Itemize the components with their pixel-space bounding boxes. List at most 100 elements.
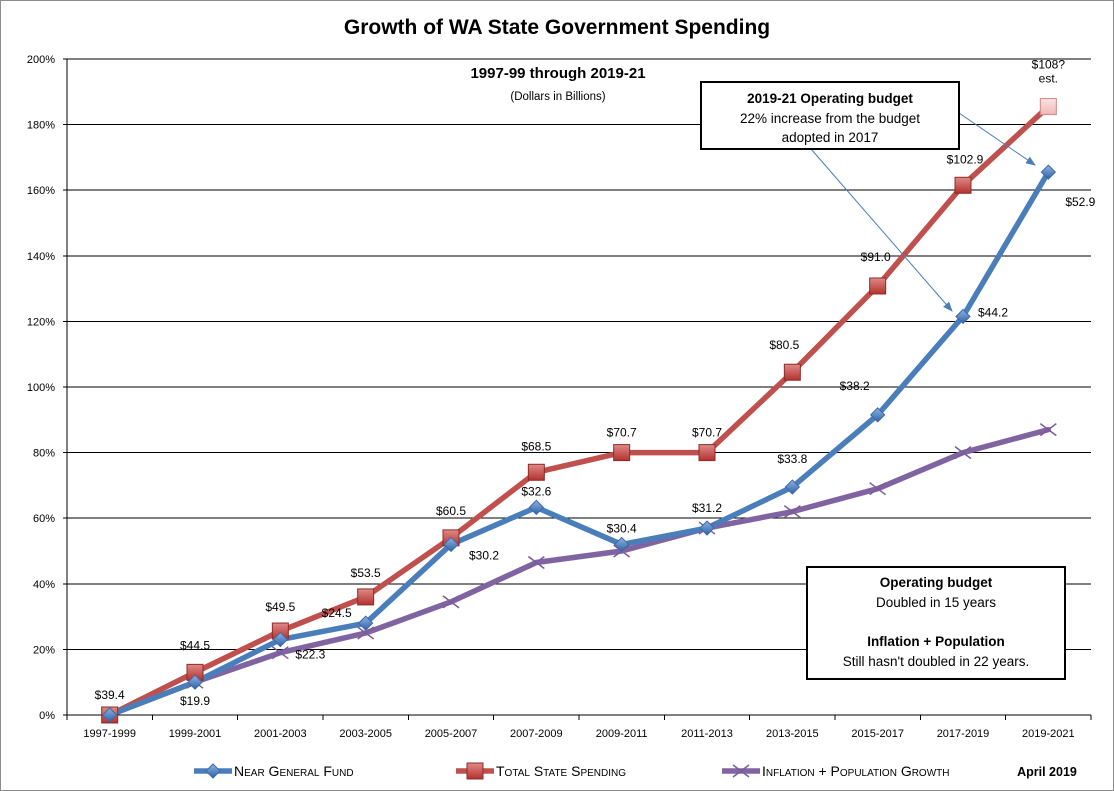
data-point xyxy=(101,707,118,723)
y-tick-label: 180% xyxy=(27,120,55,132)
x-tick-label: 2015-2017 xyxy=(851,728,904,740)
series-lines xyxy=(101,98,1057,724)
data-point xyxy=(869,277,887,295)
chart-subtitle: 1997-99 through 2019-21 xyxy=(470,65,645,82)
x-tick-label: 2003-2005 xyxy=(339,728,392,740)
x-tick-label: 2005-2007 xyxy=(425,728,478,740)
annotation-line: adopted in 2017 xyxy=(782,130,879,145)
data-label: $102.9 xyxy=(947,152,984,166)
chart-title: Growth of WA State Government Spending xyxy=(344,16,770,39)
data-label: $22.3 xyxy=(295,648,325,662)
data-point xyxy=(869,482,887,496)
annotation-line: Still hasn't doubled in 22 years. xyxy=(843,654,1029,669)
annotation-box xyxy=(806,566,1066,680)
annotation-line: 22% increase from the budget xyxy=(740,111,920,126)
y-tick-label: 160% xyxy=(27,185,55,197)
y-tick-label: 200% xyxy=(27,54,55,66)
x-tick-label: 2019-2021 xyxy=(1022,728,1075,740)
y-tick-label: 100% xyxy=(27,382,55,394)
data-point xyxy=(783,505,801,519)
legend-item: Inflation + Population Growth xyxy=(722,763,949,779)
data-point xyxy=(1039,98,1057,116)
data-point xyxy=(955,308,971,325)
data-point xyxy=(205,763,221,779)
data-point xyxy=(784,479,801,495)
data-label: $91.0 xyxy=(861,250,891,264)
data-label: $24.5 xyxy=(322,606,352,620)
annotation-2019-21: 2019-21 Operating budget 22% increase fr… xyxy=(700,81,1036,312)
data-point xyxy=(187,674,203,690)
data-point xyxy=(732,764,750,778)
data-label: $33.8 xyxy=(777,452,807,466)
data-label: $60.5 xyxy=(436,504,466,518)
data-label: $80.5 xyxy=(769,338,799,352)
annotation-title: Operating budget xyxy=(880,575,993,590)
y-axis: 0% 20% 40% 60% 80% 100% 120% 140% 160% 180% 200% xyxy=(27,54,68,722)
data-point xyxy=(443,536,459,553)
x-tick-label: 2011-2013 xyxy=(681,728,733,740)
y-tick-label: 80% xyxy=(33,448,55,460)
data-label: $68.5 xyxy=(521,439,551,453)
series-line xyxy=(106,103,1052,718)
data-label: $49.5 xyxy=(265,600,295,614)
data-point xyxy=(528,499,545,516)
x-tick-label: 2009-2011 xyxy=(596,728,648,740)
data-point xyxy=(954,176,972,194)
annotation-box xyxy=(700,81,960,150)
x-tick-label: 2007-2009 xyxy=(510,728,563,740)
data-label: $31.2 xyxy=(692,501,722,515)
data-label: $52.9 xyxy=(1065,195,1095,209)
annotation-arrow xyxy=(810,148,953,312)
data-point xyxy=(357,615,374,631)
data-label: est. xyxy=(1039,72,1058,86)
x-tick-label: 2017-2019 xyxy=(937,728,990,740)
data-point xyxy=(783,363,801,381)
y-tick-label: 0% xyxy=(39,710,55,722)
legend: Near General Fund Total State Spending Inf… xyxy=(194,762,949,780)
data-label: $38.2 xyxy=(840,379,870,393)
y-tick-label: 40% xyxy=(33,579,55,591)
annotation-title: Inflation + Population xyxy=(867,634,1005,649)
x-tick-label: 2001-2003 xyxy=(254,728,307,740)
x-tick-label: 1997-1999 xyxy=(83,728,136,740)
units-note: (Dollars in Billions) xyxy=(510,91,605,103)
data-point xyxy=(699,520,715,536)
data-point xyxy=(613,536,630,553)
date-note: April 2019 xyxy=(1017,765,1077,779)
data-point xyxy=(357,588,375,606)
data-label: $30.2 xyxy=(469,548,499,562)
annotation-doubled: Operating budget Doubled in 15 years Inf… xyxy=(806,566,1066,680)
x-axis: 1997-1999 1999-2001 2001-2003 2003-2005 2005… xyxy=(66,715,1092,740)
data-labels: $19.9 $22.3 $24.5 $30.2 $32.6 $30.4 $31.2 $33.8… xyxy=(95,58,1096,709)
annotation-arrow xyxy=(958,112,1036,166)
legend-label: Inflation + Population Growth xyxy=(762,763,949,779)
data-label: $53.5 xyxy=(351,566,381,580)
x-tick-label: 2013-2015 xyxy=(766,728,819,740)
data-point xyxy=(527,463,545,481)
data-label: $19.9 xyxy=(180,694,210,708)
data-point xyxy=(613,444,631,462)
y-tick-label: 20% xyxy=(33,644,55,656)
data-point xyxy=(1040,164,1057,180)
data-point xyxy=(271,646,289,660)
legend-item: Near General Fund xyxy=(194,763,354,779)
y-tick-label: 60% xyxy=(33,513,55,525)
data-label: $44.5 xyxy=(180,638,210,652)
data-point xyxy=(954,446,972,460)
data-point xyxy=(272,631,289,648)
x-tick-label: 1999-2001 xyxy=(169,728,222,740)
data-label: $32.6 xyxy=(521,484,551,498)
data-label: $30.4 xyxy=(607,521,637,535)
data-point xyxy=(466,762,484,780)
data-point xyxy=(698,444,716,462)
data-point xyxy=(527,555,545,570)
y-tick-label: 120% xyxy=(27,316,55,328)
data-label: $108? xyxy=(1032,58,1066,72)
annotation-line: Doubled in 15 years xyxy=(876,595,996,610)
data-point xyxy=(357,626,375,640)
legend-item: Total State Spending xyxy=(456,762,626,780)
annotation-title: 2019-21 Operating budget xyxy=(747,91,913,106)
data-point xyxy=(869,407,886,423)
